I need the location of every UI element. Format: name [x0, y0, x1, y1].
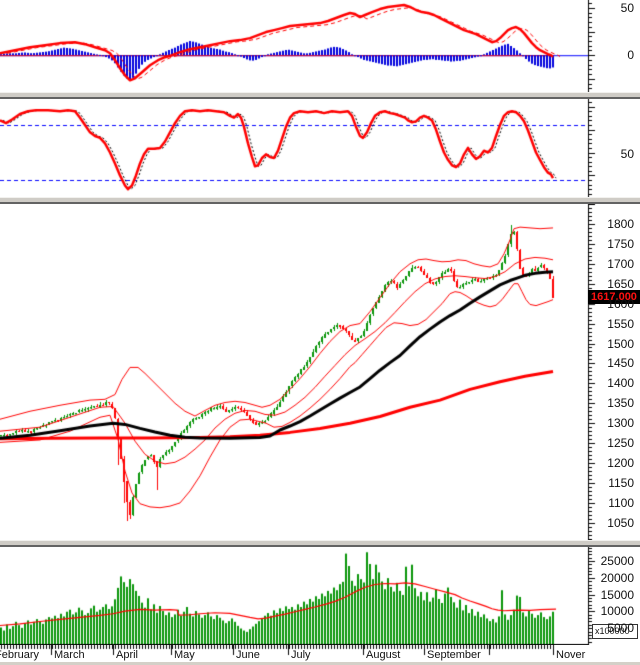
- month-label: July: [291, 649, 311, 661]
- price-axis-label: 1150: [608, 476, 634, 490]
- volume-axis-label: 15000: [600, 587, 634, 602]
- volume-multiplier-box: x100000: [592, 624, 638, 639]
- month-label: September: [427, 649, 481, 661]
- last-price-value: 1617.000: [591, 291, 637, 303]
- volume-panel-canvas[interactable]: [0, 547, 640, 645]
- volume-axis-label: 10000: [600, 604, 634, 619]
- volume-axis-label: 20000: [600, 570, 634, 585]
- last-price-flag: 1617.000: [588, 290, 640, 304]
- month-label: May: [174, 649, 195, 661]
- stoch-axis-label-50: 50: [620, 147, 634, 161]
- price-panel-canvas[interactable]: [0, 204, 640, 540]
- window-bottom-edge: [0, 662, 640, 665]
- price-axis-label: 1600: [607, 296, 634, 311]
- price-axis-label: 1800: [607, 216, 634, 231]
- volume-axis-label: 25000: [600, 554, 634, 568]
- panel-splitter-1[interactable]: [0, 92, 640, 99]
- month-label: March: [54, 649, 85, 661]
- price-axis-label: 1100: [608, 495, 634, 510]
- macd-panel-canvas[interactable]: [0, 0, 640, 92]
- price-axis-label: 1700: [607, 256, 634, 271]
- price-axis-label: 1500: [607, 336, 634, 351]
- month-label: Nover: [556, 649, 586, 661]
- price-axis-label: 1250: [607, 436, 634, 451]
- macd-axis-label-0: 0: [627, 48, 634, 62]
- price-axis-label: 1650: [607, 276, 634, 291]
- month-label: June: [236, 649, 260, 661]
- panel-splitter-2[interactable]: [0, 197, 640, 204]
- price-axis-label: 1350: [607, 396, 634, 411]
- price-axis-label: 1050: [607, 515, 634, 530]
- month-label: August: [366, 649, 401, 661]
- stochastic-panel-canvas[interactable]: [0, 99, 640, 197]
- price-axis-label: 1300: [607, 416, 634, 431]
- macd-axis-label-50: 50: [620, 1, 634, 15]
- volume-multiplier-text: x100000: [595, 626, 630, 636]
- price-axis-label: 1400: [607, 376, 634, 391]
- price-axis-label: 1450: [607, 356, 634, 371]
- month-label: February: [0, 649, 40, 661]
- price-axis-label: 1550: [607, 316, 634, 331]
- time-axis-canvas[interactable]: [0, 645, 640, 665]
- volume-axis-label: 5000: [607, 621, 634, 636]
- month-label: April: [116, 649, 139, 661]
- price-axis-label: 1750: [607, 236, 634, 251]
- price-axis-label: 1200: [607, 456, 634, 471]
- panel-splitter-3[interactable]: [0, 540, 640, 547]
